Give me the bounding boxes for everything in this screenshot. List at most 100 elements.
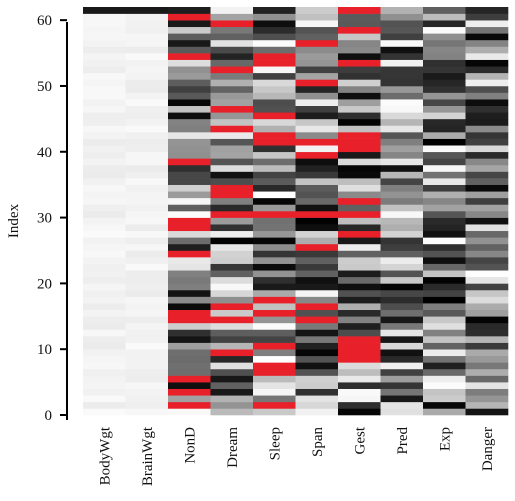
heatmap-cell <box>380 125 424 133</box>
heatmap-cell <box>423 263 466 271</box>
heatmap-cell <box>168 276 211 284</box>
heatmap-cell <box>380 204 424 212</box>
heatmap-cell <box>295 243 339 251</box>
heatmap-cell <box>295 408 339 416</box>
heatmap-cell <box>210 145 254 153</box>
heatmap-cell <box>168 46 211 54</box>
heatmap-cell <box>168 191 211 199</box>
heatmap-cell <box>423 132 466 139</box>
heatmap-cell <box>295 145 339 153</box>
heatmap-cell <box>338 342 381 350</box>
heatmap-cell <box>338 257 381 264</box>
heatmap-cell <box>465 158 509 166</box>
heatmap-cell <box>338 7 381 14</box>
heatmap-cell <box>83 105 126 113</box>
heatmap-cell <box>380 237 424 245</box>
heatmap-cell <box>338 296 381 304</box>
heatmap-cell <box>465 105 509 113</box>
heatmap-cell <box>380 329 424 337</box>
heatmap-cell <box>423 336 466 343</box>
heatmap-cell <box>210 349 254 357</box>
heatmap-cell <box>210 316 254 324</box>
heatmap-cell <box>295 296 339 304</box>
heatmap-cell <box>125 178 169 185</box>
heatmap-cell <box>253 33 296 41</box>
heatmap-cell <box>423 164 466 172</box>
heatmap-cell <box>210 7 254 14</box>
heatmap-cell <box>380 46 424 54</box>
heatmap-cell <box>380 289 424 297</box>
heatmap-cell <box>295 342 339 350</box>
heatmap-cell <box>253 20 296 28</box>
heatmap-cell <box>253 13 296 21</box>
x-tick-label: BodyWgt <box>97 426 113 485</box>
heatmap-cell <box>253 79 296 87</box>
heatmap-cell <box>423 283 466 291</box>
heatmap-cell <box>253 401 296 409</box>
heatmap-cell <box>210 66 254 74</box>
heatmap-cell <box>338 395 381 403</box>
heatmap-cell <box>465 118 509 126</box>
heatmap-cell <box>338 289 381 297</box>
heatmap-cell <box>210 408 254 416</box>
heatmap-cell <box>210 362 254 370</box>
heatmap-cell <box>338 125 381 133</box>
heatmap-cell <box>338 184 381 192</box>
heatmap-cell <box>423 395 466 403</box>
heatmap-cell <box>125 118 169 126</box>
heatmap-cell <box>423 33 466 41</box>
y-axis-title: Index <box>6 203 22 238</box>
heatmap-cell <box>338 283 381 291</box>
heatmap-cell <box>125 224 169 232</box>
heatmap-cell <box>210 191 254 199</box>
heatmap-cell <box>295 250 339 258</box>
heatmap-cell <box>168 263 211 271</box>
heatmap-cell <box>253 66 296 74</box>
heatmap-cell <box>423 145 466 153</box>
heatmap-cell <box>253 388 296 396</box>
heatmap-cell <box>125 13 169 21</box>
heatmap-cell <box>168 59 211 67</box>
heatmap-cell <box>380 118 424 126</box>
heatmap-cell <box>380 145 424 153</box>
heatmap-cell <box>295 211 339 218</box>
heatmap-cell <box>423 316 466 324</box>
heatmap-cell <box>253 7 296 14</box>
heatmap-cell <box>125 85 169 93</box>
heatmap-cell <box>295 13 339 21</box>
heatmap-cell <box>210 171 254 179</box>
heatmap-cell <box>423 375 466 383</box>
heatmap-cell <box>253 322 296 330</box>
heatmap-cell <box>380 250 424 258</box>
heatmap-cell <box>338 79 381 87</box>
heatmap-cell <box>168 132 211 139</box>
heatmap-cell <box>125 59 169 67</box>
heatmap-cell <box>168 197 211 205</box>
heatmap-cell <box>168 270 211 278</box>
heatmap-cell <box>423 72 466 80</box>
heatmap-cell <box>295 276 339 284</box>
heatmap-cell <box>253 118 296 126</box>
heatmap-cell <box>465 283 509 291</box>
heatmap-cell <box>423 401 466 409</box>
heatmap-cell <box>465 388 509 396</box>
heatmap-cell <box>465 270 509 278</box>
heatmap-cell <box>423 7 466 14</box>
heatmap-cell <box>423 20 466 28</box>
heatmap-cell <box>295 224 339 232</box>
heatmap-cell <box>338 211 381 218</box>
heatmap-cell <box>423 368 466 376</box>
heatmap-cell <box>125 112 169 120</box>
heatmap-cell <box>338 336 381 343</box>
heatmap-cell <box>210 276 254 284</box>
heatmap-cell <box>423 309 466 317</box>
heatmap-cell <box>338 309 381 317</box>
heatmap-cell <box>423 342 466 350</box>
heatmap-cell <box>380 151 424 159</box>
heatmap-cell <box>338 316 381 324</box>
heatmap-cell <box>125 132 169 139</box>
heatmap-cell <box>465 322 509 330</box>
heatmap-cell <box>423 105 466 113</box>
heatmap-cell <box>253 362 296 370</box>
heatmap-cell <box>295 395 339 403</box>
